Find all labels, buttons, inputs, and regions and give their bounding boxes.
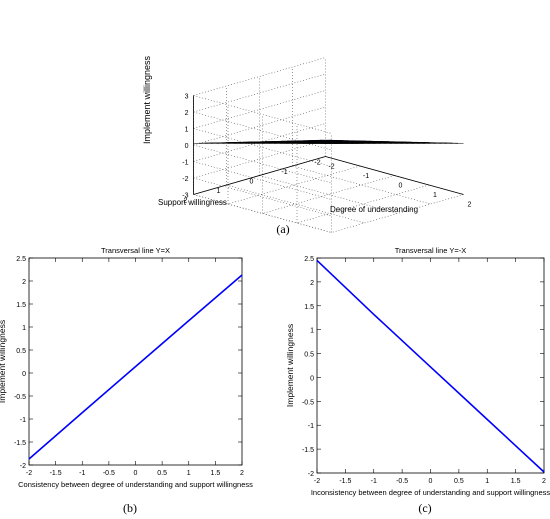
series-line [316,259,545,473]
surface-z-tick-label: 2 [185,110,189,117]
side-wall-gridline [193,106,326,146]
surface-y-tick-label: 0 [250,179,254,186]
surface-x-tick-label: -1 [363,173,369,180]
side-wall-gridline [193,73,326,113]
x-tick-label: 0 [134,470,138,477]
x-tick-label: 2 [240,470,244,477]
surface-z-tick-label: 0 [185,143,189,150]
y-tick-label: 1.5 [16,302,26,309]
y-tick-label: 1 [22,325,26,332]
x-tick-label: -1.5 [50,470,62,477]
surface-plot: 3 2 1 0 -1 -2 -3 -2 -1 0 1 2 2 1 0 -1 -2 Implement willi… [142,55,472,233]
y-tick-label: 0.5 [304,352,314,359]
x-tick-label: -1.5 [339,478,351,485]
surface-y-axis-label: Support willingness [158,198,227,207]
x-tick-label: 1.5 [211,470,221,477]
y-tick-label: 0 [310,375,314,382]
line-plot-consistency: -2 -1.5 -1 -0.5 0 0.5 1 1.5 2 2.5 2 1.5 1 0.5 0 -0.5 -1 -… [0,246,253,489]
x-tick-label: 0.5 [157,470,167,477]
surface-x-tick-label: 1 [433,192,437,199]
surface-x-tick-label: 0 [399,183,403,190]
x-tick-label: 0 [429,478,433,485]
y-tick-label: -1.5 [14,440,26,447]
y-tick-label: 2.5 [304,256,314,263]
side-wall-gridline [193,90,326,129]
surface-z-tick-label: -1 [182,160,188,167]
x-tick-label: -0.5 [396,478,408,485]
y-tick-label: 2 [310,280,314,287]
x-tick-label: -2 [314,478,320,485]
caption-c: (c) [418,501,431,515]
x-tick-label: -2 [26,470,32,477]
surface-y-tick-label: -1 [281,169,287,176]
y-tick-label: 1 [310,328,314,335]
y-tick-label: -0.5 [302,399,314,406]
y-tick-label: -1 [20,417,26,424]
floor-gridline [226,184,365,224]
side-wall-gridline [193,57,326,96]
surface-z-tick-label: -2 [182,176,188,183]
surface-z-tick-label: -3 [182,193,188,200]
plot-area [28,257,243,466]
y-tick-label: 0.5 [16,348,26,355]
x-axis-label: Consistency between degree of understand… [18,480,253,489]
side-wall-gridline [193,123,326,162]
line-plot-inconsistency: -2 -1.5 -1 -0.5 0 0.5 1 1.5 2 2.5 2 1.5 1 0.5 0 -0.5 -1 -… [285,246,550,497]
surface-x-tick-label: 2 [468,202,472,209]
x-tick-label: -1 [79,470,85,477]
surface-z-tick-label: 3 [185,94,189,101]
surface-y-tick-label: -2 [314,160,320,167]
caption-a: (a) [276,222,289,236]
plot-title: Transversal line Y=-X [395,246,467,255]
surface-z-tick-label: 1 [185,127,189,134]
y-tick-label: -1.5 [302,447,314,454]
x-tick-label: 0.5 [454,478,464,485]
surface-mesh [193,139,464,144]
x-axis-label: Inconsistency between degree of understa… [311,488,550,497]
floor-gridline [262,175,395,214]
x-axis-line [325,156,464,195]
floor-gridline [331,194,464,233]
surface-tick-labels: 3 2 1 0 -1 -2 -3 -2 -1 0 1 2 2 1 0 -1 -2 [182,94,471,209]
y-tick-label: -1 [308,423,314,430]
series-line [28,274,243,460]
surface-z-axis-label: Implement willingness [142,55,152,144]
back-wall-gridline [193,95,332,134]
y-axis-line [193,156,326,195]
x-tick-label: 1 [485,478,489,485]
y-tick-label: 2.5 [16,256,26,263]
y-tick-label: -2 [20,463,26,470]
x-tick-label: 1 [187,470,191,477]
x-tick-label: 1.5 [511,478,521,485]
caption-b: (b) [123,501,137,515]
surface-y-tick-label: 1 [217,188,221,195]
surface-axes-box [193,57,464,233]
floor-gridline [296,184,430,224]
plot-title: Transversal line Y=X [101,246,170,255]
side-wall-gridline [193,139,326,179]
y-tick-label: -2 [308,471,314,478]
y-tick-label: -0.5 [14,394,26,401]
y-axis-label: Implement willingness [0,320,7,403]
floor-gridline [292,165,431,205]
x-tick-label: -0.5 [103,470,115,477]
y-tick-label: 2 [22,279,26,286]
surface-x-axis-label: Degree of understanding [330,205,418,214]
y-axis-label: Implement willingness [285,324,295,407]
y-tick-label: 1.5 [304,304,314,311]
floor-gridline [227,165,361,205]
surface-x-tick-label: -2 [328,164,334,171]
x-tick-label: 2 [542,478,546,485]
x-tick-label: -1 [371,478,377,485]
y-tick-label: 0 [22,371,26,378]
surface-y-tick-label: 2 [184,198,188,205]
